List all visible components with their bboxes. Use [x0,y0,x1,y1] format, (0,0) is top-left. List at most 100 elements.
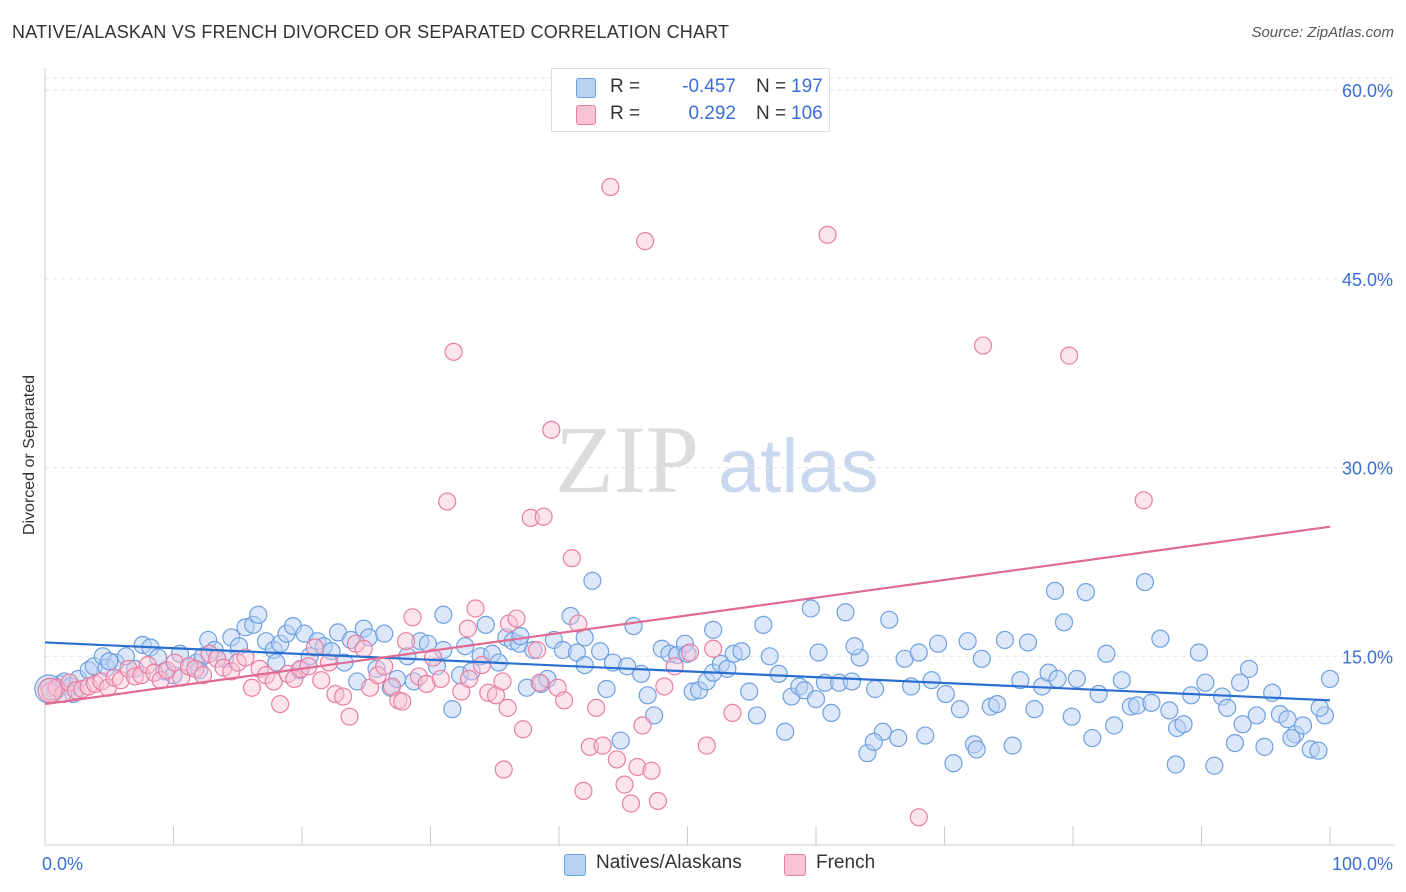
data-point [1320,669,1340,689]
data-point [591,642,610,661]
data-point [1205,756,1224,775]
data-point [493,672,512,691]
trend-line-natives [44,641,1331,702]
data-point [375,657,394,676]
data-point [494,760,513,779]
bottom-legend-label-natives: Natives/Alaskans [596,852,742,873]
data-point [1233,715,1252,734]
data-point [1025,700,1044,719]
data-point [1160,701,1179,720]
x-tick-label: 100.0% [1332,854,1393,874]
data-point [665,657,684,676]
data-point [628,757,647,777]
data-point [157,661,177,680]
data-point [718,659,737,678]
legend-n-value-french: 106 [791,103,823,124]
data-point [459,669,479,689]
y-tick-label: 45.0% [1342,270,1393,290]
data-point [1282,728,1301,748]
data-point [1239,659,1259,678]
data-point [1067,669,1086,689]
data-point [1105,716,1124,735]
tick-labels: 15.0% 30.0% 45.0% 60.0% 0.0% 100.0% [42,81,1393,874]
data-point [555,691,574,710]
data-point [587,698,606,717]
data-point [561,606,580,626]
data-point [1293,716,1313,735]
correlation-legend: R = -0.457 N = 197 R = 0.292 N = 106 [551,68,830,132]
data-point [1225,733,1245,753]
data-point [1011,671,1030,690]
legend-r-value-natives: -0.457 [682,76,736,97]
data-point [1134,491,1153,510]
data-point [375,624,394,643]
trend-lines [44,525,1331,706]
data-point [747,706,766,725]
data-point [1309,741,1328,760]
data-point [580,737,599,756]
data-point [642,761,661,780]
data-point [655,677,674,696]
data-point [507,609,526,628]
data-point [972,649,991,668]
source-label: Source: ZipAtlas.com [1251,24,1394,41]
data-point [403,608,422,627]
data-point [396,632,416,651]
data-point [1218,698,1237,717]
data-point [472,655,491,675]
watermark: ZIP atlas [555,406,879,513]
data-point [1018,633,1038,652]
legend-swatch-french [576,105,596,125]
axes [44,68,1395,846]
data-point [1076,583,1095,602]
data-point [165,653,184,672]
data-point [1189,643,1209,662]
data-point [511,627,530,646]
data-point [864,732,883,751]
data-point [880,610,899,629]
data-point [236,648,255,667]
data-point [769,664,788,684]
data-point [417,674,436,694]
data-point [633,716,652,735]
data-point [1247,706,1266,725]
data-point [438,492,457,511]
data-point [936,684,955,704]
legend-r-label: R = [610,103,641,124]
data-point [995,630,1014,650]
data-point [806,689,826,709]
data-point [973,336,993,355]
data-point [1196,673,1215,692]
data-point [916,726,935,745]
legend-r-label: R = [610,76,641,97]
data-point [644,706,664,725]
data-point [354,639,373,658]
data-point [776,722,795,741]
data-point [648,791,668,811]
data-point [1230,673,1250,692]
data-point [542,420,561,439]
data-point [723,703,742,723]
data-point [431,669,450,689]
data-point [1003,736,1022,755]
data-point [1054,613,1074,632]
data-point [398,647,417,666]
data-point [618,657,637,676]
data-point [458,619,477,638]
data-point [1060,346,1079,365]
data-point [305,638,324,657]
data-point [1174,715,1193,734]
data-point [138,655,157,675]
data-point [593,736,612,755]
data-point [521,508,540,528]
data-point [615,775,634,794]
data-point [866,679,885,699]
data-point [1278,710,1297,729]
data-point [498,698,517,717]
data-point [562,549,581,568]
data-point [611,731,630,750]
data-point [1112,671,1131,690]
data-point [845,637,864,656]
data-point [909,643,928,662]
data-point [621,794,641,813]
